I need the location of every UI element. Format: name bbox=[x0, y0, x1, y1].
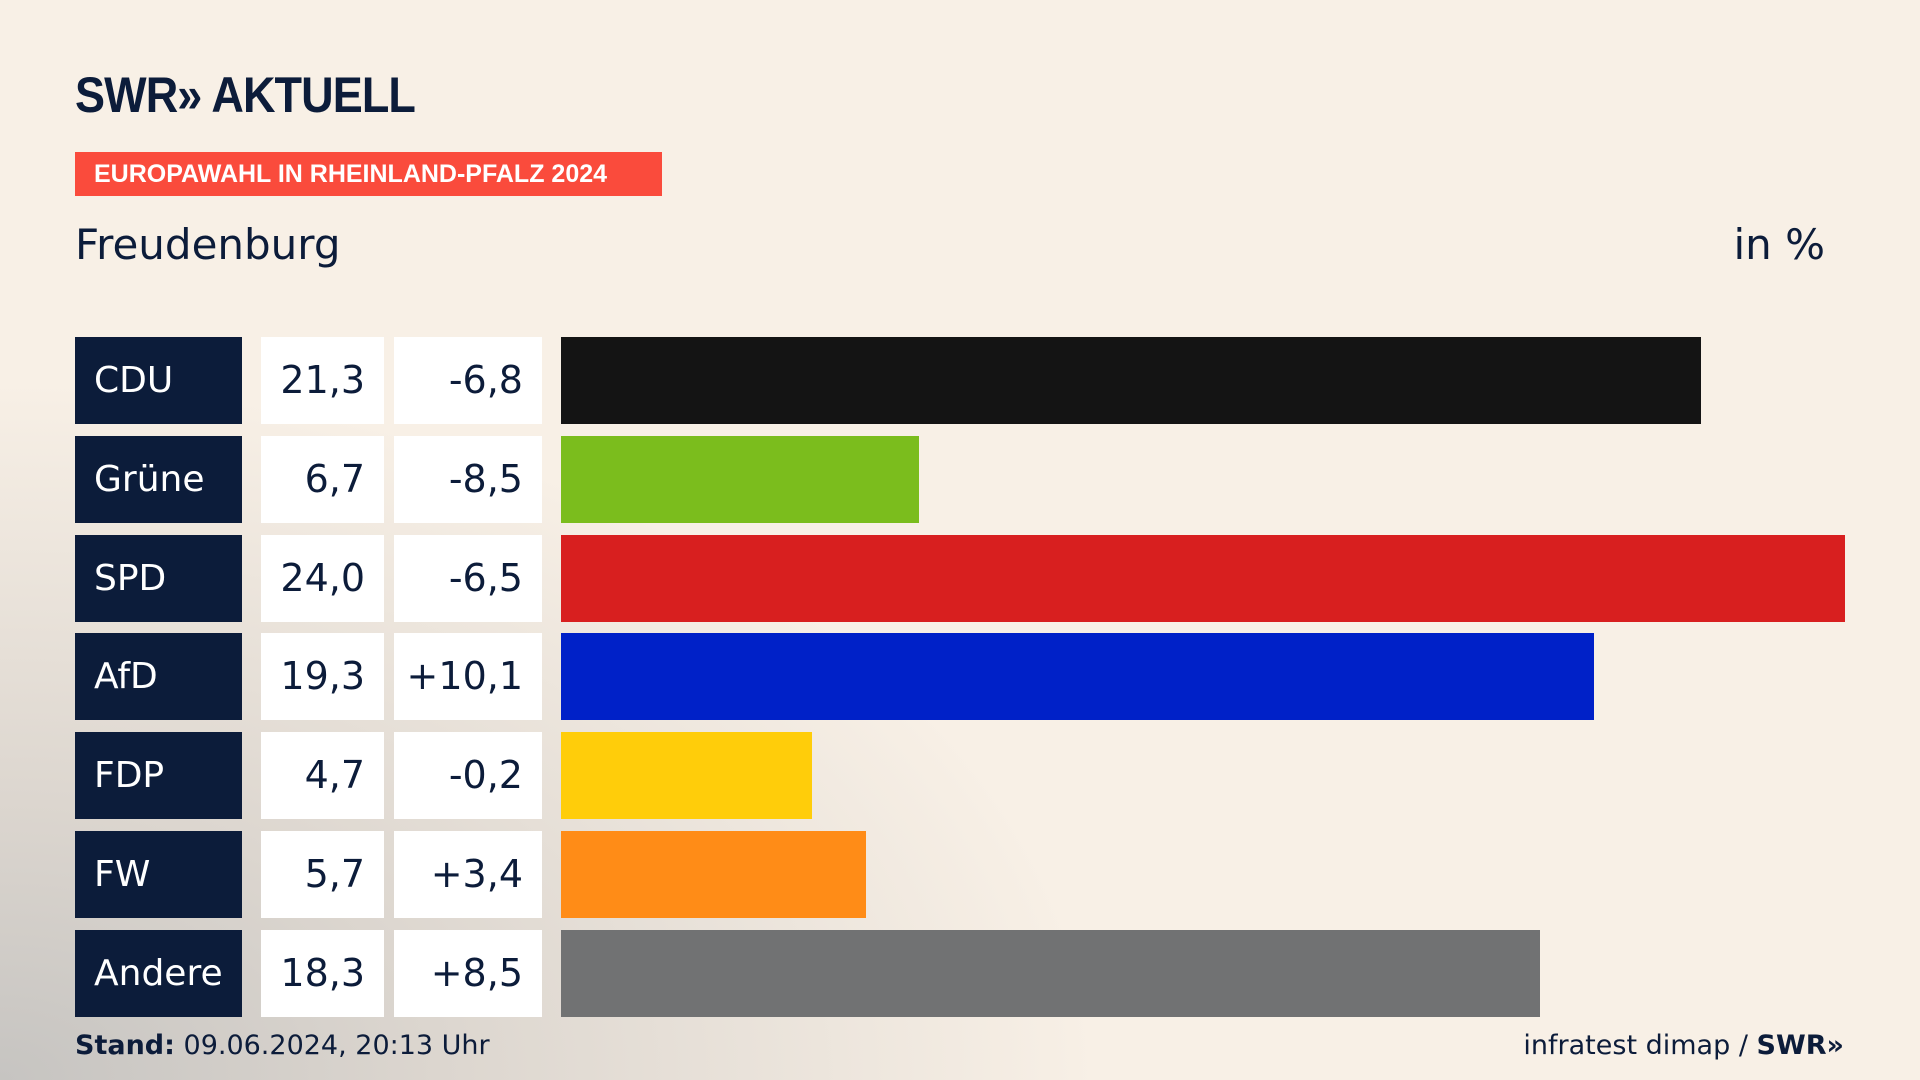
value-label: 24,0 bbox=[261, 534, 384, 622]
bar bbox=[561, 929, 1541, 1017]
stand-label: Stand: bbox=[75, 1030, 175, 1061]
party-label: FDP bbox=[75, 732, 242, 820]
chart-row: Andere 18,3 +8,5 bbox=[75, 929, 1875, 1017]
value-label: 5,7 bbox=[261, 831, 384, 918]
source: infratest dimap / SWR» bbox=[1523, 1030, 1844, 1061]
bar bbox=[561, 831, 866, 918]
value-label: 18,3 bbox=[261, 929, 384, 1017]
party-label: AfD bbox=[75, 633, 242, 721]
bar bbox=[561, 633, 1594, 721]
stand-value: 09.06.2024, 20:13 Uhr bbox=[183, 1030, 490, 1061]
election-badge: EUROPAWAHL IN RHEINLAND-PFALZ 2024 bbox=[75, 152, 662, 196]
diff-label: -0,2 bbox=[394, 732, 542, 820]
swr-aktuell-logo: SWR» AKTUELL bbox=[75, 67, 416, 123]
chart-row: SPD 24,0 -6,5 bbox=[75, 534, 1875, 622]
party-label: FW bbox=[75, 831, 242, 918]
bar bbox=[561, 534, 1845, 622]
page-title: Freudenburg bbox=[75, 220, 341, 269]
diff-label: -6,5 bbox=[394, 534, 542, 622]
unit-label: in % bbox=[1733, 220, 1825, 269]
diff-label: +8,5 bbox=[394, 929, 542, 1017]
chart-row: AfD 19,3 +10,1 bbox=[75, 633, 1875, 721]
diff-label: +10,1 bbox=[394, 633, 542, 721]
value-label: 6,7 bbox=[261, 435, 384, 523]
chart-row: FW 5,7 +3,4 bbox=[75, 831, 1875, 918]
party-label: CDU bbox=[75, 337, 242, 424]
chart-row: Grüne 6,7 -8,5 bbox=[75, 435, 1875, 523]
diff-label: +3,4 bbox=[394, 831, 542, 918]
bar bbox=[561, 337, 1701, 424]
value-label: 4,7 bbox=[261, 732, 384, 820]
party-label: SPD bbox=[75, 534, 242, 622]
bar bbox=[561, 435, 920, 523]
value-label: 21,3 bbox=[261, 337, 384, 424]
swr-logo: SWR» bbox=[1756, 1030, 1844, 1061]
party-label: Andere bbox=[75, 929, 242, 1017]
party-label: Grüne bbox=[75, 435, 242, 523]
bar bbox=[561, 732, 813, 820]
diff-label: -6,8 bbox=[394, 337, 542, 424]
chart-row: FDP 4,7 -0,2 bbox=[75, 732, 1875, 820]
chart-row: CDU 21,3 -6,8 bbox=[75, 337, 1875, 424]
timestamp: Stand: 09.06.2024, 20:13 Uhr bbox=[75, 1030, 490, 1061]
source-text: infratest dimap / bbox=[1523, 1030, 1748, 1061]
diff-label: -8,5 bbox=[394, 435, 542, 523]
value-label: 19,3 bbox=[261, 633, 384, 721]
